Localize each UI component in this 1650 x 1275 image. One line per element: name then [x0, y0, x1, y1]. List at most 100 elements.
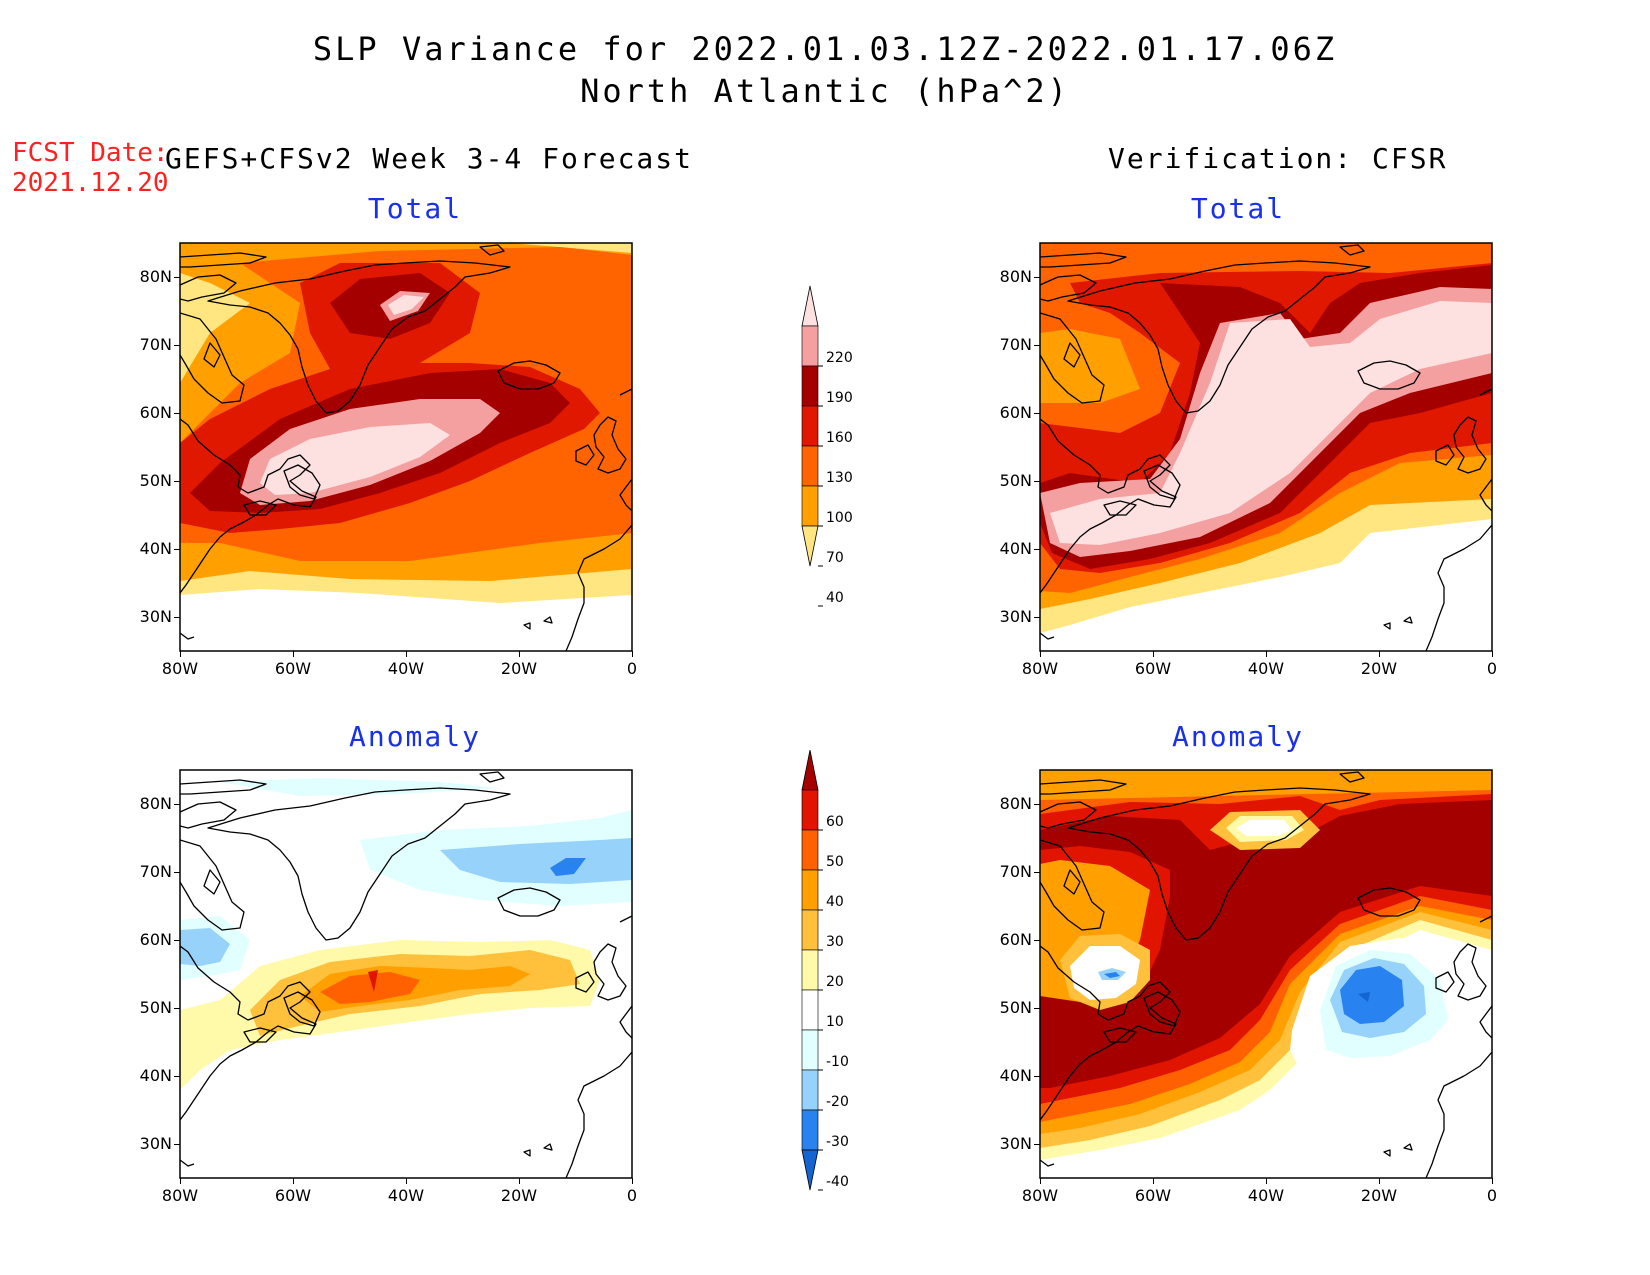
lon-tick-label-top-right: 40W	[1247, 659, 1285, 678]
lat-tick-label-bottom-right: 70N	[999, 862, 1032, 881]
lat-tick-mark	[1034, 1076, 1040, 1077]
lon-tick-mark	[1153, 1178, 1154, 1184]
anomaly-label: -40	[826, 1174, 849, 1190]
lon-tick-label-top-left: 40W	[387, 659, 425, 678]
lon-tick-label-bottom-left: 20W	[500, 1186, 538, 1205]
chart-title: SLP Variance for 2022.01.03.12Z-2022.01.…	[312, 30, 1338, 68]
anomaly-swatch	[801, 1069, 819, 1111]
lat-tick-mark	[174, 549, 180, 550]
lat-tick-label-top-left: 60N	[139, 403, 172, 422]
lon-tick-label-bottom-left: 0	[626, 1186, 638, 1205]
anomaly-swatch	[801, 1109, 819, 1151]
lon-tick-mark	[1492, 1178, 1493, 1184]
total-swatch	[801, 325, 819, 367]
lat-tick-mark	[174, 1076, 180, 1077]
lon-tick-label-top-left: 80W	[161, 659, 199, 678]
total-label: 220	[826, 350, 853, 366]
lon-tick-mark	[180, 651, 181, 657]
lat-tick-mark	[174, 345, 180, 346]
total-swatch	[801, 405, 819, 447]
lon-tick-mark	[519, 651, 520, 657]
lat-tick-label-bottom-left: 40N	[139, 1066, 172, 1085]
lat-tick-label-top-right: 70N	[999, 335, 1032, 354]
fcst-label: FCST Date:	[12, 138, 169, 168]
total-label: 70	[826, 550, 844, 566]
lat-tick-mark	[174, 413, 180, 414]
lon-tick-mark	[632, 651, 633, 657]
lon-tick-label-top-left: 20W	[500, 659, 538, 678]
map-forecast-total	[179, 242, 633, 652]
total-label: 130	[826, 470, 853, 486]
lon-tick-mark	[293, 1178, 294, 1184]
lat-tick-mark	[174, 940, 180, 941]
lat-tick-label-top-left: 40N	[139, 539, 172, 558]
lat-tick-mark	[174, 481, 180, 482]
lat-tick-mark	[1034, 345, 1040, 346]
lon-tick-label-top-right: 80W	[1021, 659, 1059, 678]
lon-tick-label-bottom-right: 20W	[1360, 1186, 1398, 1205]
lon-tick-mark	[1040, 1178, 1041, 1184]
total-swatch	[801, 365, 819, 407]
lon-tick-label-top-left: 60W	[274, 659, 312, 678]
fcst-date: 2021.12.20	[12, 168, 169, 198]
lat-tick-label-top-right: 60N	[999, 403, 1032, 422]
lat-tick-label-top-left: 70N	[139, 335, 172, 354]
lon-tick-label-bottom-left: 40W	[387, 1186, 425, 1205]
anomaly-top-triangle	[801, 750, 819, 791]
lon-tick-mark	[1379, 1178, 1380, 1184]
lon-tick-mark	[632, 1178, 633, 1184]
lat-tick-mark	[174, 872, 180, 873]
panel-title-bottom-right: Anomaly	[1171, 720, 1304, 753]
anomaly-swatch	[801, 789, 819, 831]
lat-tick-mark	[174, 617, 180, 618]
total-bottom-triangle	[801, 525, 819, 567]
forecast-subtitle: GEFS+CFSv2 Week 3-4 Forecast	[165, 142, 694, 175]
lat-tick-mark	[1034, 804, 1040, 805]
total-top-triangle	[801, 285, 819, 327]
lon-tick-label-bottom-right: 80W	[1021, 1186, 1059, 1205]
lat-tick-mark	[1034, 1008, 1040, 1009]
total-swatch	[801, 445, 819, 487]
lon-tick-label-top-left: 0	[626, 659, 638, 678]
lon-tick-label-bottom-right: 0	[1486, 1186, 1498, 1205]
anomaly-swatch	[801, 869, 819, 911]
lat-tick-mark	[1034, 277, 1040, 278]
anomaly-label: 50	[826, 854, 844, 870]
lon-tick-label-bottom-right: 40W	[1247, 1186, 1285, 1205]
lat-tick-label-top-left: 50N	[139, 471, 172, 490]
lon-tick-mark	[180, 1178, 181, 1184]
map-forecast-anomaly	[179, 769, 633, 1179]
anomaly-swatch	[801, 949, 819, 991]
total-label: 190	[826, 390, 853, 406]
total-swatch	[801, 485, 819, 527]
anomaly-label: 60	[826, 814, 844, 830]
lon-tick-label-top-right: 60W	[1134, 659, 1172, 678]
lat-tick-label-bottom-right: 50N	[999, 998, 1032, 1017]
anomaly-bottom-triangle	[801, 1149, 819, 1191]
lat-tick-label-bottom-right: 30N	[999, 1134, 1032, 1153]
lat-tick-label-bottom-left: 60N	[139, 930, 172, 949]
lat-tick-mark	[1034, 872, 1040, 873]
anomaly-swatch	[801, 829, 819, 871]
panel-title-top-left: Total	[367, 192, 463, 225]
lat-tick-mark	[1034, 413, 1040, 414]
lat-tick-mark	[1034, 549, 1040, 550]
lon-tick-label-top-right: 20W	[1360, 659, 1398, 678]
lat-tick-label-bottom-left: 80N	[139, 794, 172, 813]
anomaly-label: 40	[826, 894, 844, 910]
lat-tick-mark	[174, 804, 180, 805]
lon-tick-mark	[1492, 651, 1493, 657]
anomaly-label: -10	[826, 1054, 849, 1070]
lon-tick-label-bottom-right: 60W	[1134, 1186, 1172, 1205]
lat-tick-mark	[174, 1144, 180, 1145]
lon-tick-mark	[406, 651, 407, 657]
lon-tick-mark	[1266, 651, 1267, 657]
total-label: 100	[826, 510, 853, 526]
lat-tick-label-bottom-right: 40N	[999, 1066, 1032, 1085]
panel-title-bottom-left: Anomaly	[348, 720, 481, 753]
lon-tick-mark	[406, 1178, 407, 1184]
lat-tick-mark	[174, 277, 180, 278]
anomaly-label: 10	[826, 1014, 844, 1030]
anomaly-label: -30	[826, 1134, 849, 1150]
lat-tick-mark	[1034, 940, 1040, 941]
